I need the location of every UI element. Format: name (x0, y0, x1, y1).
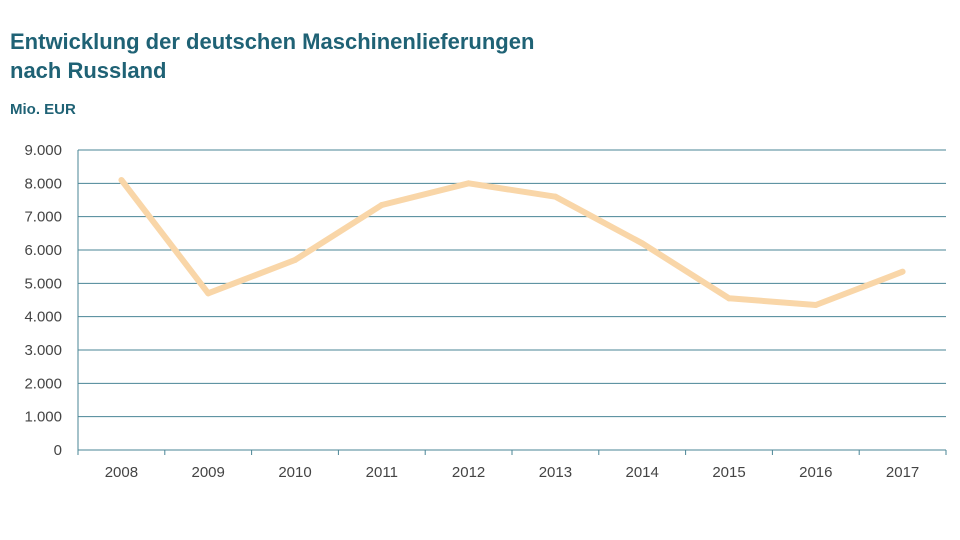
x-tick-label: 2014 (626, 464, 659, 481)
x-tick-label: 2013 (539, 464, 572, 481)
data-point (205, 290, 212, 297)
data-point (292, 257, 298, 263)
y-tick-label: 6.000 (24, 242, 62, 259)
chart-title: Entwicklung der deutschen Maschinenliefe… (10, 27, 534, 85)
data-point (726, 295, 732, 302)
y-tick-label: 4.000 (24, 309, 62, 326)
y-tick-label: 5.000 (24, 275, 62, 292)
gridlines (77, 149, 946, 451)
data-point (118, 177, 125, 183)
x-tick-label: 2012 (452, 464, 485, 481)
x-axis-ticks: 2008 2009 2010 2011 2012 2013 2014 2015 2016 2017 (77, 450, 947, 481)
x-tick-label: 2008 (105, 464, 138, 481)
data-point (639, 240, 646, 247)
y-tick-label: 8.000 (24, 175, 62, 192)
x-tick-label: 2017 (886, 464, 919, 481)
x-tick-label: 2010 (278, 464, 311, 481)
x-tick-label: 2009 (192, 464, 225, 481)
y-tick-label: 2.000 (24, 375, 62, 392)
data-point (812, 302, 819, 308)
y-axis-ticks: 0 1.000 2.000 3.000 4.000 5.000 6.000 7.000 8.00… (24, 142, 62, 459)
y-tick-label: 1.000 (24, 409, 62, 426)
chart-title-line-2: nach Russland (10, 58, 167, 83)
y-tick-label: 3.000 (24, 342, 62, 359)
data-point (899, 268, 906, 275)
y-tick-label: 7.000 (24, 209, 62, 226)
x-tick-label: 2015 (712, 464, 745, 481)
y-axis-unit-label: Mio. EUR (10, 101, 76, 118)
series-line (118, 177, 906, 308)
data-point (465, 180, 472, 187)
data-point (552, 193, 559, 200)
x-tick-label: 2011 (366, 464, 398, 481)
x-tick-label: 2016 (799, 464, 832, 481)
y-tick-label: 9.000 (24, 142, 62, 159)
data-point (378, 202, 385, 208)
chart-title-line-1: Entwicklung der deutschen Maschinenliefe… (10, 29, 535, 54)
y-tick-label: 0 (54, 442, 62, 459)
series-line-path (119, 178, 904, 308)
